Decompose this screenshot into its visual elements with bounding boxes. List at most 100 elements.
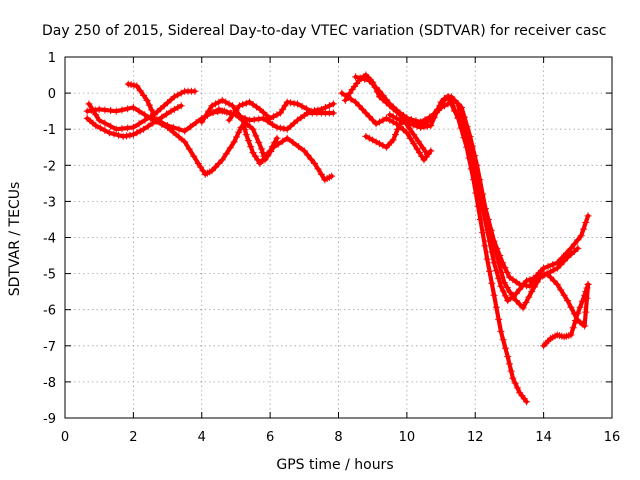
data-point-marker xyxy=(268,143,276,151)
data-point-marker xyxy=(567,250,575,258)
data-point-marker xyxy=(382,96,390,104)
data-point-marker xyxy=(550,266,558,274)
data-point-marker xyxy=(225,100,233,108)
data-point-marker xyxy=(406,120,414,128)
data-point-marker xyxy=(376,87,384,95)
data-point-marker xyxy=(287,99,295,107)
data-point-marker xyxy=(235,128,243,136)
data-point-marker xyxy=(426,113,434,121)
data-point-marker xyxy=(246,116,254,124)
data-point-marker xyxy=(479,205,487,213)
data-point-marker xyxy=(124,124,132,132)
data-point-marker xyxy=(304,151,312,159)
data-point-marker xyxy=(546,268,554,276)
data-point-marker xyxy=(329,109,337,117)
data-point-marker xyxy=(287,122,295,130)
data-point-marker xyxy=(290,99,298,107)
data-point-marker xyxy=(112,125,120,133)
data-point-marker xyxy=(578,297,586,305)
data-point-marker xyxy=(241,126,249,134)
data-point-marker xyxy=(365,134,373,142)
data-point-marker xyxy=(211,100,219,108)
data-point-marker xyxy=(583,284,591,292)
data-point-marker xyxy=(444,93,452,101)
series-line xyxy=(363,100,591,328)
data-point-marker xyxy=(516,285,524,293)
data-point-marker xyxy=(504,353,512,361)
x-tick-label: 4 xyxy=(198,430,206,445)
data-point-marker xyxy=(362,109,370,117)
data-point-marker xyxy=(101,106,109,114)
data-point-marker xyxy=(140,125,148,133)
y-tick-label: -6 xyxy=(43,304,56,319)
data-point-marker xyxy=(256,159,264,167)
data-point-marker xyxy=(414,137,422,145)
data-point-marker xyxy=(410,121,418,129)
data-point-marker xyxy=(386,100,394,108)
data-point-marker xyxy=(488,279,496,287)
data-point-marker xyxy=(369,136,377,144)
data-point-marker xyxy=(562,249,570,257)
data-point-marker xyxy=(185,145,193,153)
data-point-marker xyxy=(393,106,401,114)
data-point-marker xyxy=(255,138,263,146)
data-point-marker xyxy=(118,106,126,114)
data-point-marker xyxy=(564,297,572,305)
data-point-marker xyxy=(150,111,158,119)
data-point-marker xyxy=(372,120,380,128)
grid-lines xyxy=(65,57,612,418)
data-point-marker xyxy=(550,277,558,285)
data-point-marker xyxy=(289,138,297,146)
data-point-marker xyxy=(230,138,238,146)
data-point-marker xyxy=(540,271,548,279)
y-tick-label: -2 xyxy=(43,159,56,174)
data-point-marker xyxy=(164,99,172,107)
data-point-marker xyxy=(483,226,491,234)
data-point-marker xyxy=(164,122,172,130)
data-point-marker xyxy=(389,113,397,121)
data-point-marker xyxy=(525,293,533,301)
data-point-marker xyxy=(582,308,590,316)
data-point-marker xyxy=(582,218,590,226)
data-point-marker xyxy=(133,82,141,90)
data-point-marker xyxy=(376,118,384,126)
data-point-marker xyxy=(293,100,301,108)
data-point-marker xyxy=(241,114,249,122)
data-point-marker xyxy=(175,133,183,141)
data-point-marker xyxy=(83,107,91,115)
data-point-marker xyxy=(506,288,514,296)
data-point-marker xyxy=(96,124,104,132)
data-point-marker xyxy=(476,194,484,202)
data-point-marker xyxy=(393,114,401,122)
data-point-marker xyxy=(454,102,462,110)
series-track-12 xyxy=(386,93,531,406)
data-point-marker xyxy=(119,132,127,140)
data-point-marker xyxy=(447,100,455,108)
data-point-marker xyxy=(214,108,222,116)
data-point-marker xyxy=(236,113,244,121)
data-point-marker xyxy=(281,102,289,110)
y-axis-label: SDTVAR / TECUs xyxy=(7,182,23,297)
data-point-marker xyxy=(233,133,241,141)
data-point-marker xyxy=(564,253,572,261)
data-point-marker xyxy=(160,102,168,110)
data-point-marker xyxy=(399,126,407,134)
data-point-marker xyxy=(174,91,182,99)
data-point-marker xyxy=(280,125,288,133)
data-point-marker xyxy=(560,291,568,299)
data-point-marker xyxy=(266,147,274,155)
data-point-marker xyxy=(549,261,557,269)
data-point-marker xyxy=(135,107,143,115)
data-point-marker xyxy=(512,289,520,297)
data-point-marker xyxy=(136,127,144,135)
data-point-marker xyxy=(270,113,278,121)
data-point-marker xyxy=(218,96,226,104)
data-point-marker xyxy=(567,244,575,252)
data-point-marker xyxy=(273,123,281,131)
data-point-marker xyxy=(362,132,370,140)
data-point-marker xyxy=(129,123,137,131)
data-point-marker xyxy=(410,131,418,139)
data-point-marker xyxy=(379,92,387,100)
data-point-marker xyxy=(533,278,541,286)
data-point-marker xyxy=(314,165,322,173)
